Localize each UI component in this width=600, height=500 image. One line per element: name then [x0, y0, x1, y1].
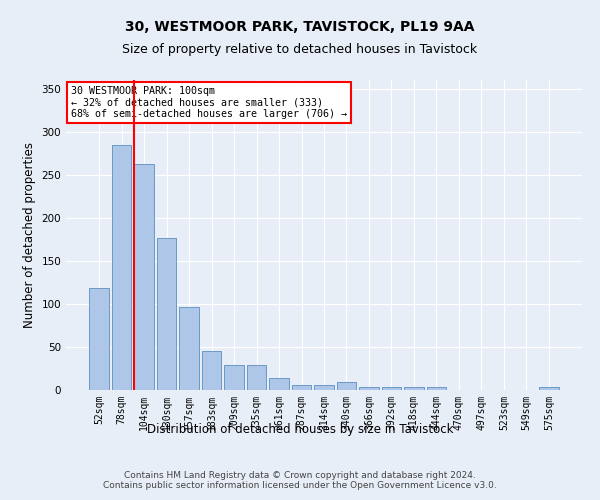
- Text: Size of property relative to detached houses in Tavistock: Size of property relative to detached ho…: [122, 42, 478, 56]
- Bar: [269, 378, 289, 390]
- Bar: [359, 386, 379, 390]
- Bar: [314, 385, 334, 390]
- Bar: [157, 238, 176, 390]
- Bar: [89, 288, 109, 390]
- Bar: [427, 386, 446, 390]
- Y-axis label: Number of detached properties: Number of detached properties: [23, 142, 36, 328]
- Bar: [404, 386, 424, 390]
- Bar: [112, 144, 131, 390]
- Bar: [202, 351, 221, 390]
- Bar: [292, 385, 311, 390]
- Text: Contains HM Land Registry data © Crown copyright and database right 2024.
Contai: Contains HM Land Registry data © Crown c…: [103, 470, 497, 490]
- Text: 30, WESTMOOR PARK, TAVISTOCK, PL19 9AA: 30, WESTMOOR PARK, TAVISTOCK, PL19 9AA: [125, 20, 475, 34]
- Bar: [382, 388, 401, 390]
- Bar: [224, 365, 244, 390]
- Text: Distribution of detached houses by size in Tavistock: Distribution of detached houses by size …: [147, 422, 453, 436]
- Bar: [337, 382, 356, 390]
- Bar: [539, 388, 559, 390]
- Bar: [134, 164, 154, 390]
- Bar: [247, 365, 266, 390]
- Bar: [179, 308, 199, 390]
- Text: 30 WESTMOOR PARK: 100sqm
← 32% of detached houses are smaller (333)
68% of semi-: 30 WESTMOOR PARK: 100sqm ← 32% of detach…: [71, 86, 347, 120]
